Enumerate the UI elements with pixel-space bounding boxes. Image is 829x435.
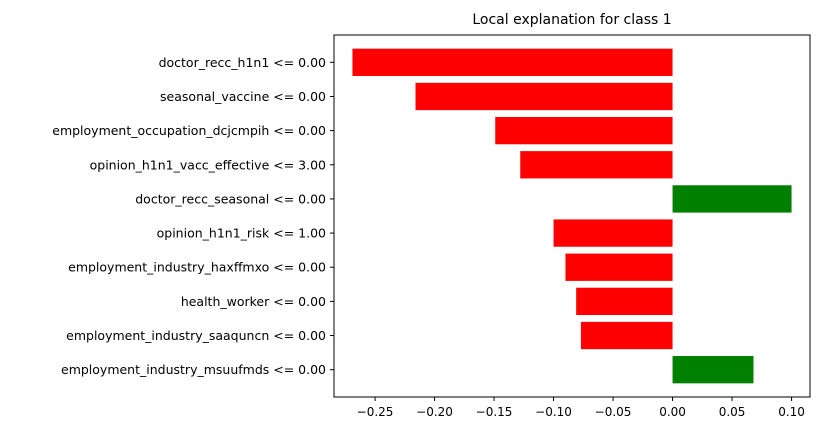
x-tick-label: 0.10	[778, 405, 805, 419]
bars-group	[352, 48, 792, 384]
chart-title: Local explanation for class 1	[472, 12, 671, 28]
bar-3	[495, 116, 673, 145]
x-tick-label: 0.00	[659, 405, 686, 419]
x-tick-label: −0.05	[595, 405, 632, 419]
plot-frame	[333, 34, 811, 398]
x-tick-label: −0.10	[535, 405, 572, 419]
y-tick-label: seasonal_vaccine <= 0.00	[160, 89, 326, 104]
x-tick-label: −0.15	[476, 405, 513, 419]
y-tick-label: opinion_h1n1_risk <= 1.00	[157, 226, 326, 241]
y-tick-label: doctor_recc_h1n1 <= 0.00	[159, 55, 326, 70]
y-tick-label: employment_industry_msuufmds <= 0.00	[61, 362, 326, 377]
bar-7	[565, 253, 673, 281]
bar-4	[520, 151, 673, 179]
bar-10	[672, 356, 754, 384]
y-tick-label: employment_industry_haxffmxo <= 0.00	[68, 260, 326, 275]
x-tick-label: −0.20	[416, 405, 453, 419]
y-tick-label: health_worker <= 0.00	[181, 294, 326, 309]
bar-9	[580, 321, 673, 350]
bar-5	[672, 185, 792, 213]
y-tick-labels: doctor_recc_h1n1 <= 0.00 seasonal_vaccine…	[52, 55, 334, 377]
bar-8	[576, 287, 673, 316]
x-ticks: −0.25 −0.20 −0.15 −0.10 −0.05 0.00 0.05 0.10	[357, 397, 805, 419]
y-tick-label: doctor_recc_seasonal <= 0.00	[135, 191, 326, 206]
x-tick-label: 0.05	[719, 405, 746, 419]
bar-1	[352, 48, 673, 76]
y-tick-label: employment_industry_saaquncn <= 0.00	[66, 328, 326, 343]
y-tick-label: employment_occupation_dcjcmpih <= 0.00	[52, 123, 326, 138]
bar-6	[553, 219, 673, 247]
x-tick-label: −0.25	[357, 405, 394, 419]
bar-2	[415, 82, 673, 111]
y-tick-label: opinion_h1n1_vacc_effective <= 3.00	[90, 157, 326, 172]
